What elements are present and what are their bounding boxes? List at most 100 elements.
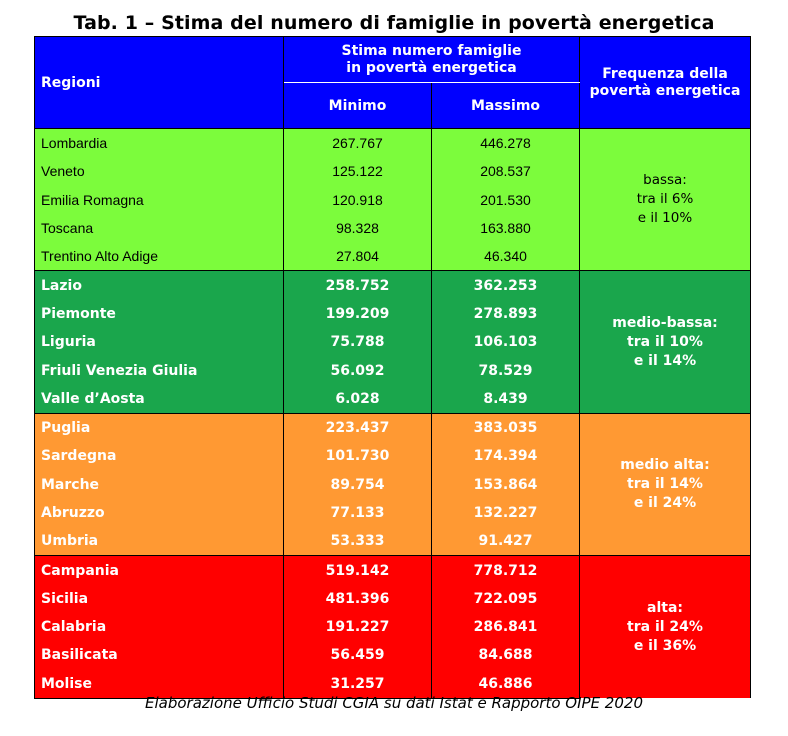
header-minimo: Minimo bbox=[283, 82, 432, 129]
frequenza-line: tra il 10% bbox=[627, 333, 703, 350]
frequenza-line: tra il 6% bbox=[636, 191, 694, 208]
cell-massimo: 446.278 bbox=[431, 128, 580, 158]
table-row: Veneto 125.122 208.537 bbox=[34, 157, 751, 186]
table-row: Sardegna 101.730 174.394 bbox=[34, 442, 751, 471]
frequenza-line: tra il 14% bbox=[627, 476, 703, 493]
header-stima-line2: in povertà energetica bbox=[346, 59, 517, 76]
source-note: Elaborazione Ufficio Studi CGIA su dati … bbox=[145, 694, 643, 712]
cell-regione: Lazio bbox=[34, 270, 284, 300]
cell-massimo: 278.893 bbox=[431, 299, 580, 329]
cell-minimo: 31.257 bbox=[283, 669, 432, 699]
table-title: Tab. 1 – Stima del numero di famiglie in… bbox=[73, 12, 715, 34]
table-row: Molise 31.257 46.886 bbox=[34, 669, 751, 699]
table-row: Lombardia 267.767 446.278 bassa: tra il 6% e … bbox=[34, 127, 751, 271]
header-stima-line1: Stima numero famiglie bbox=[341, 42, 522, 59]
table-row: Abruzzo 77.133 132.227 bbox=[34, 498, 751, 528]
cell-minimo: 27.804 bbox=[283, 242, 432, 272]
cell-massimo: 46.340 bbox=[431, 242, 580, 272]
frequenza-line: medio-bassa: bbox=[612, 314, 718, 331]
cell-frequenza: alta: tra il 24% e il 36% bbox=[579, 555, 751, 699]
table-row: Campania 519.142 778.712 alta: tra il 24% e i… bbox=[34, 555, 751, 699]
cell-regione: Toscana bbox=[34, 213, 284, 243]
table-row: Lazio 258.752 362.253 medio-bassa: tra il 10… bbox=[34, 270, 751, 414]
cell-massimo: 91.427 bbox=[431, 527, 580, 557]
frequenza-line: e il 24% bbox=[633, 495, 697, 512]
cell-massimo: 84.688 bbox=[431, 641, 580, 670]
cell-minimo: 53.333 bbox=[283, 527, 432, 557]
table-body: Lombardia 267.767 446.278 bassa: tra il 6% e … bbox=[34, 127, 751, 699]
cell-regione: Friuli Venezia Giulia bbox=[34, 356, 284, 385]
table-row: Valle d’Aosta 6.028 8.439 bbox=[34, 384, 751, 414]
cell-massimo: 362.253 bbox=[431, 270, 580, 300]
frequenza-line: e il 36% bbox=[633, 637, 697, 654]
frequenza-line: alta: bbox=[647, 599, 683, 616]
cell-minimo: 267.767 bbox=[283, 128, 432, 158]
cell-massimo: 163.880 bbox=[431, 213, 580, 243]
cell-minimo: 101.730 bbox=[283, 442, 432, 471]
table-row: Sicilia 481.396 722.095 bbox=[34, 584, 751, 614]
table-row: Basilicata 56.459 84.688 bbox=[34, 641, 751, 670]
cell-massimo: 208.537 bbox=[431, 157, 580, 186]
frequenza-line: e il 14% bbox=[633, 352, 697, 369]
cell-minimo: 120.918 bbox=[283, 185, 432, 214]
cell-minimo: 481.396 bbox=[283, 584, 432, 614]
cell-massimo: 46.886 bbox=[431, 669, 580, 699]
table-row: Puglia 223.437 383.035 medio alta: tra il 14… bbox=[34, 412, 751, 556]
table-row: Emilia Romagna 120.918 201.530 bbox=[34, 185, 751, 214]
cell-massimo: 174.394 bbox=[431, 442, 580, 471]
header-frequenza: Frequenza della povertà energetica bbox=[579, 36, 751, 129]
cell-regione: Piemonte bbox=[34, 299, 284, 329]
cell-regione: Molise bbox=[34, 669, 284, 699]
cell-regione: Marche bbox=[34, 470, 284, 499]
cell-regione: Valle d’Aosta bbox=[34, 384, 284, 414]
cell-minimo: 56.092 bbox=[283, 356, 432, 385]
cell-regione: Sardegna bbox=[34, 442, 284, 471]
cell-minimo: 223.437 bbox=[283, 412, 432, 443]
cell-regione: Basilicata bbox=[34, 641, 284, 670]
cell-massimo: 722.095 bbox=[431, 584, 580, 614]
cell-frequenza: medio-bassa: tra il 10% e il 14% bbox=[579, 270, 751, 414]
frequenza-line: medio alta: bbox=[620, 457, 710, 474]
cell-minimo: 258.752 bbox=[283, 270, 432, 300]
table-row: Piemonte 199.209 278.893 bbox=[34, 299, 751, 329]
header-massimo: Massimo bbox=[431, 82, 580, 129]
cell-frequenza: medio alta: tra il 14% e il 24% bbox=[579, 412, 751, 556]
cell-massimo: 778.712 bbox=[431, 555, 580, 585]
cell-minimo: 75.788 bbox=[283, 328, 432, 357]
cell-regione: Umbria bbox=[34, 527, 284, 557]
cell-regione: Campania bbox=[34, 555, 284, 585]
frequenza-line: e il 10% bbox=[637, 210, 693, 227]
cell-minimo: 199.209 bbox=[283, 299, 432, 329]
cell-regione: Abruzzo bbox=[34, 498, 284, 528]
header-regioni: Regioni bbox=[34, 36, 284, 129]
table-row: Umbria 53.333 91.427 bbox=[34, 527, 751, 557]
poverty-table: Regioni Stima numero famiglie in povertà… bbox=[34, 36, 751, 699]
header-freq-line1: Frequenza della bbox=[602, 65, 728, 82]
cell-massimo: 8.439 bbox=[431, 384, 580, 414]
cell-massimo: 132.227 bbox=[431, 498, 580, 528]
cell-regione: Calabria bbox=[34, 613, 284, 642]
table-row: Friuli Venezia Giulia 56.092 78.529 bbox=[34, 356, 751, 385]
cell-massimo: 106.103 bbox=[431, 328, 580, 357]
cell-massimo: 383.035 bbox=[431, 412, 580, 443]
cell-regione: Emilia Romagna bbox=[34, 185, 284, 214]
cell-massimo: 201.530 bbox=[431, 185, 580, 214]
cell-frequenza: bassa: tra il 6% e il 10% bbox=[579, 127, 751, 271]
cell-regione: Liguria bbox=[34, 328, 284, 357]
table-row: Liguria 75.788 106.103 bbox=[34, 328, 751, 357]
cell-regione: Veneto bbox=[34, 157, 284, 186]
cell-minimo: 125.122 bbox=[283, 157, 432, 186]
header-stima: Stima numero famiglie in povertà energet… bbox=[283, 36, 580, 83]
cell-regione: Sicilia bbox=[34, 584, 284, 614]
cell-minimo: 191.227 bbox=[283, 613, 432, 642]
cell-regione: Lombardia bbox=[34, 128, 284, 158]
header-freq-line2: povertà energetica bbox=[589, 82, 741, 99]
cell-massimo: 153.864 bbox=[431, 470, 580, 499]
cell-minimo: 519.142 bbox=[283, 555, 432, 585]
cell-massimo: 78.529 bbox=[431, 356, 580, 385]
cell-regione: Trentino Alto Adige bbox=[34, 242, 284, 272]
cell-minimo: 56.459 bbox=[283, 641, 432, 670]
frequenza-line: tra il 24% bbox=[627, 618, 703, 635]
table-row: Toscana 98.328 163.880 bbox=[34, 213, 751, 243]
cell-minimo: 6.028 bbox=[283, 384, 432, 414]
